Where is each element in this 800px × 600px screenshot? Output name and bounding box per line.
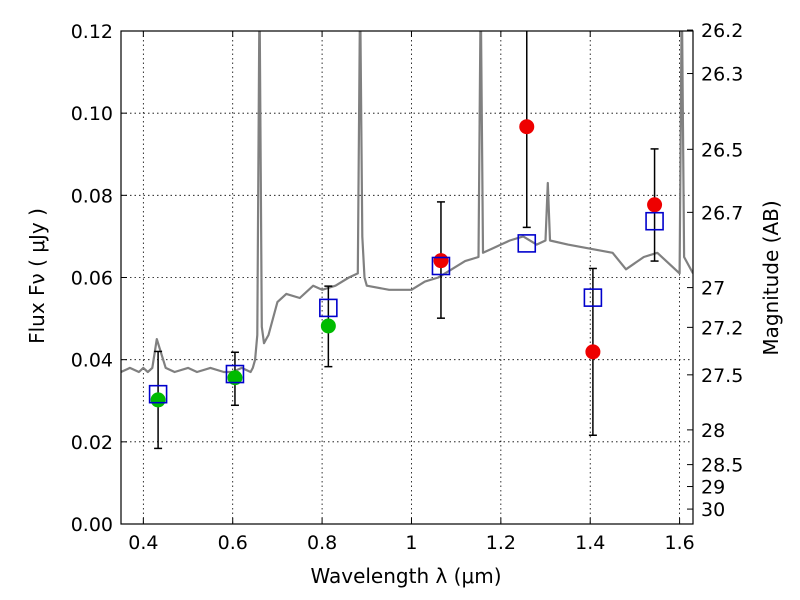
data-point-square bbox=[148, 384, 168, 404]
data-point-circle bbox=[150, 392, 166, 408]
x-axis-title: Wavelength λ (μm) bbox=[310, 564, 501, 588]
data-point-square bbox=[431, 256, 451, 276]
error-bars bbox=[154, 31, 659, 450]
data-point-square bbox=[583, 288, 603, 307]
y-tick-label: 0.12 bbox=[71, 21, 113, 43]
grid-lines bbox=[121, 30, 693, 525]
magnitude-tick-label: 26.5 bbox=[701, 139, 743, 161]
data-point-square bbox=[319, 298, 338, 318]
y-tick-label: 0.10 bbox=[71, 103, 113, 125]
y-tick-label: 0.02 bbox=[71, 432, 113, 454]
data-point-circle bbox=[647, 197, 663, 213]
data-point-square bbox=[225, 364, 245, 384]
y-tick-label: 0.06 bbox=[71, 268, 113, 290]
magnitude-tick-label: 26.3 bbox=[701, 64, 743, 86]
y-axis-title: Flux Fν ( μJy ) bbox=[25, 208, 49, 344]
data-markers bbox=[148, 119, 664, 408]
magnitude-tick-label: 27 bbox=[701, 278, 725, 300]
x-tick-label: 1 bbox=[405, 532, 417, 554]
data-point-circle bbox=[433, 253, 449, 269]
magnitude-tick-label: 26.7 bbox=[701, 202, 743, 224]
y-axis-ticks: 0.00 0.02 0.04 0.06 0.08 0.10 0.12 bbox=[71, 21, 127, 536]
x-tick-label: 1.6 bbox=[664, 532, 694, 554]
data-point-circle bbox=[320, 318, 336, 334]
model-spectrum bbox=[121, 31, 693, 374]
magnitude-tick-label: 26.2 bbox=[701, 20, 743, 42]
data-point-square bbox=[517, 234, 537, 253]
y-tick-label: 0.00 bbox=[71, 514, 113, 536]
magnitude-tick-label: 29 bbox=[701, 477, 725, 499]
magnitude-tick-label: 28 bbox=[701, 420, 725, 442]
data-point-circle bbox=[227, 370, 243, 386]
magnitude-tick-label: 27.5 bbox=[701, 365, 743, 387]
x-tick-label: 1.4 bbox=[575, 532, 605, 554]
magnitude-tick-label: 28.5 bbox=[701, 455, 743, 477]
data-point-circle bbox=[585, 344, 601, 360]
magnitude-tick-label: 27.2 bbox=[701, 317, 743, 339]
y-tick-label: 0.04 bbox=[71, 350, 113, 372]
x-tick-label: 0.4 bbox=[128, 532, 158, 554]
y-tick-label: 0.08 bbox=[71, 185, 113, 207]
model-spectrum-line bbox=[121, 31, 693, 374]
magnitude-axis-title: Magnitude (AB) bbox=[759, 200, 783, 355]
x-tick-label: 1.2 bbox=[486, 532, 516, 554]
data-point-circle bbox=[519, 119, 535, 135]
magnitude-tick-label: 30 bbox=[701, 499, 725, 521]
data-point-square bbox=[645, 211, 664, 231]
x-tick-label: 0.6 bbox=[218, 532, 248, 554]
x-tick-label: 0.8 bbox=[307, 532, 337, 554]
x-axis-ticks: 0.4 0.6 0.8 1 1.2 1.4 1.6 bbox=[128, 31, 695, 554]
